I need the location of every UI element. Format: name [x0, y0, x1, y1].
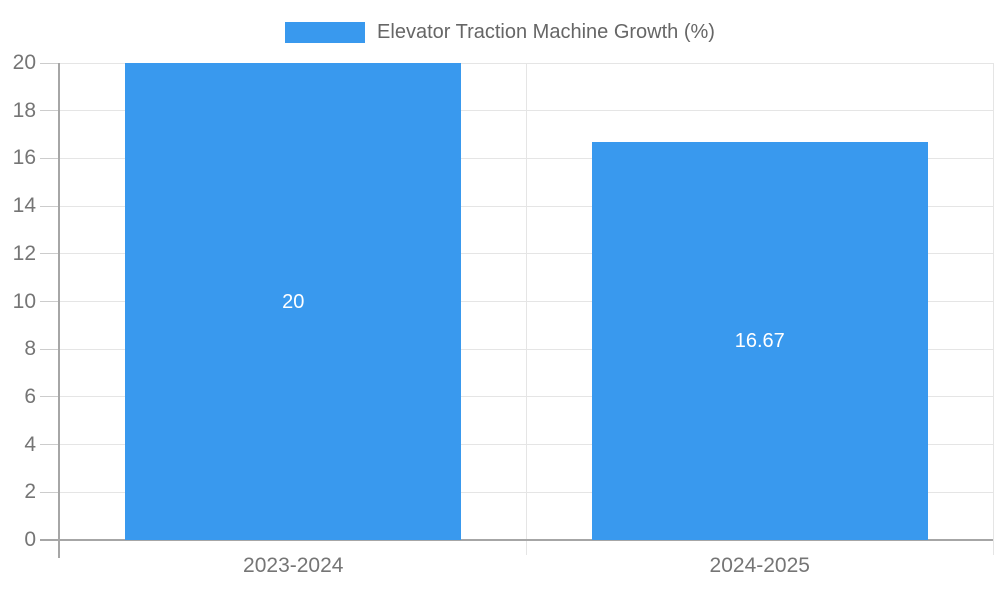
plot-area: 0 2 4 6 8 10 12 14 16 18 20 20 2023-2024 16.67 2024-20…: [13, 51, 994, 577]
bar[interactable]: [125, 63, 462, 540]
y-tick-label: 20: [12, 51, 36, 74]
y-tick-mark: [40, 110, 60, 112]
y-tick-mark: [40, 301, 60, 302]
y-tick-mark: [40, 157, 60, 159]
x-category-label: 2024-2025: [709, 554, 810, 577]
bar-value-label: 20: [282, 290, 305, 313]
y-tick-label: 0: [24, 528, 36, 551]
x-axis-line: [40, 539, 993, 541]
y-tick-mark: [40, 253, 60, 255]
y-tick-label: 4: [24, 432, 36, 456]
legend-label: Elevator Traction Machine Growth (%): [377, 21, 715, 43]
y-axis-line: [58, 63, 60, 558]
y-tick-label: 12: [12, 241, 36, 265]
y-tick-mark: [40, 396, 60, 398]
y-tick-label: 16: [12, 146, 36, 170]
y-tick-mark: [40, 62, 60, 64]
bar-value-label: 16.67: [734, 330, 785, 353]
y-tick-label: 6: [24, 384, 36, 408]
y-tick-label: 8: [24, 337, 36, 361]
y-tick-label: 18: [12, 98, 36, 122]
y-tick-mark: [40, 491, 60, 493]
y-tick-mark: [40, 444, 60, 446]
x-category-label: 2023-2024: [243, 554, 344, 577]
x-gridline: [992, 63, 994, 555]
x-gridline: [526, 63, 527, 555]
legend[interactable]: Elevator Traction Machine Growth (%): [0, 20, 1000, 44]
y-tick-mark: [40, 348, 60, 350]
y-tick-mark: [40, 205, 60, 207]
legend-swatch: [285, 21, 366, 43]
bar[interactable]: [591, 142, 928, 540]
y-tick-label: 14: [12, 194, 36, 218]
y-tick-label: 10: [12, 289, 36, 313]
y-tick-label: 2: [24, 480, 36, 504]
